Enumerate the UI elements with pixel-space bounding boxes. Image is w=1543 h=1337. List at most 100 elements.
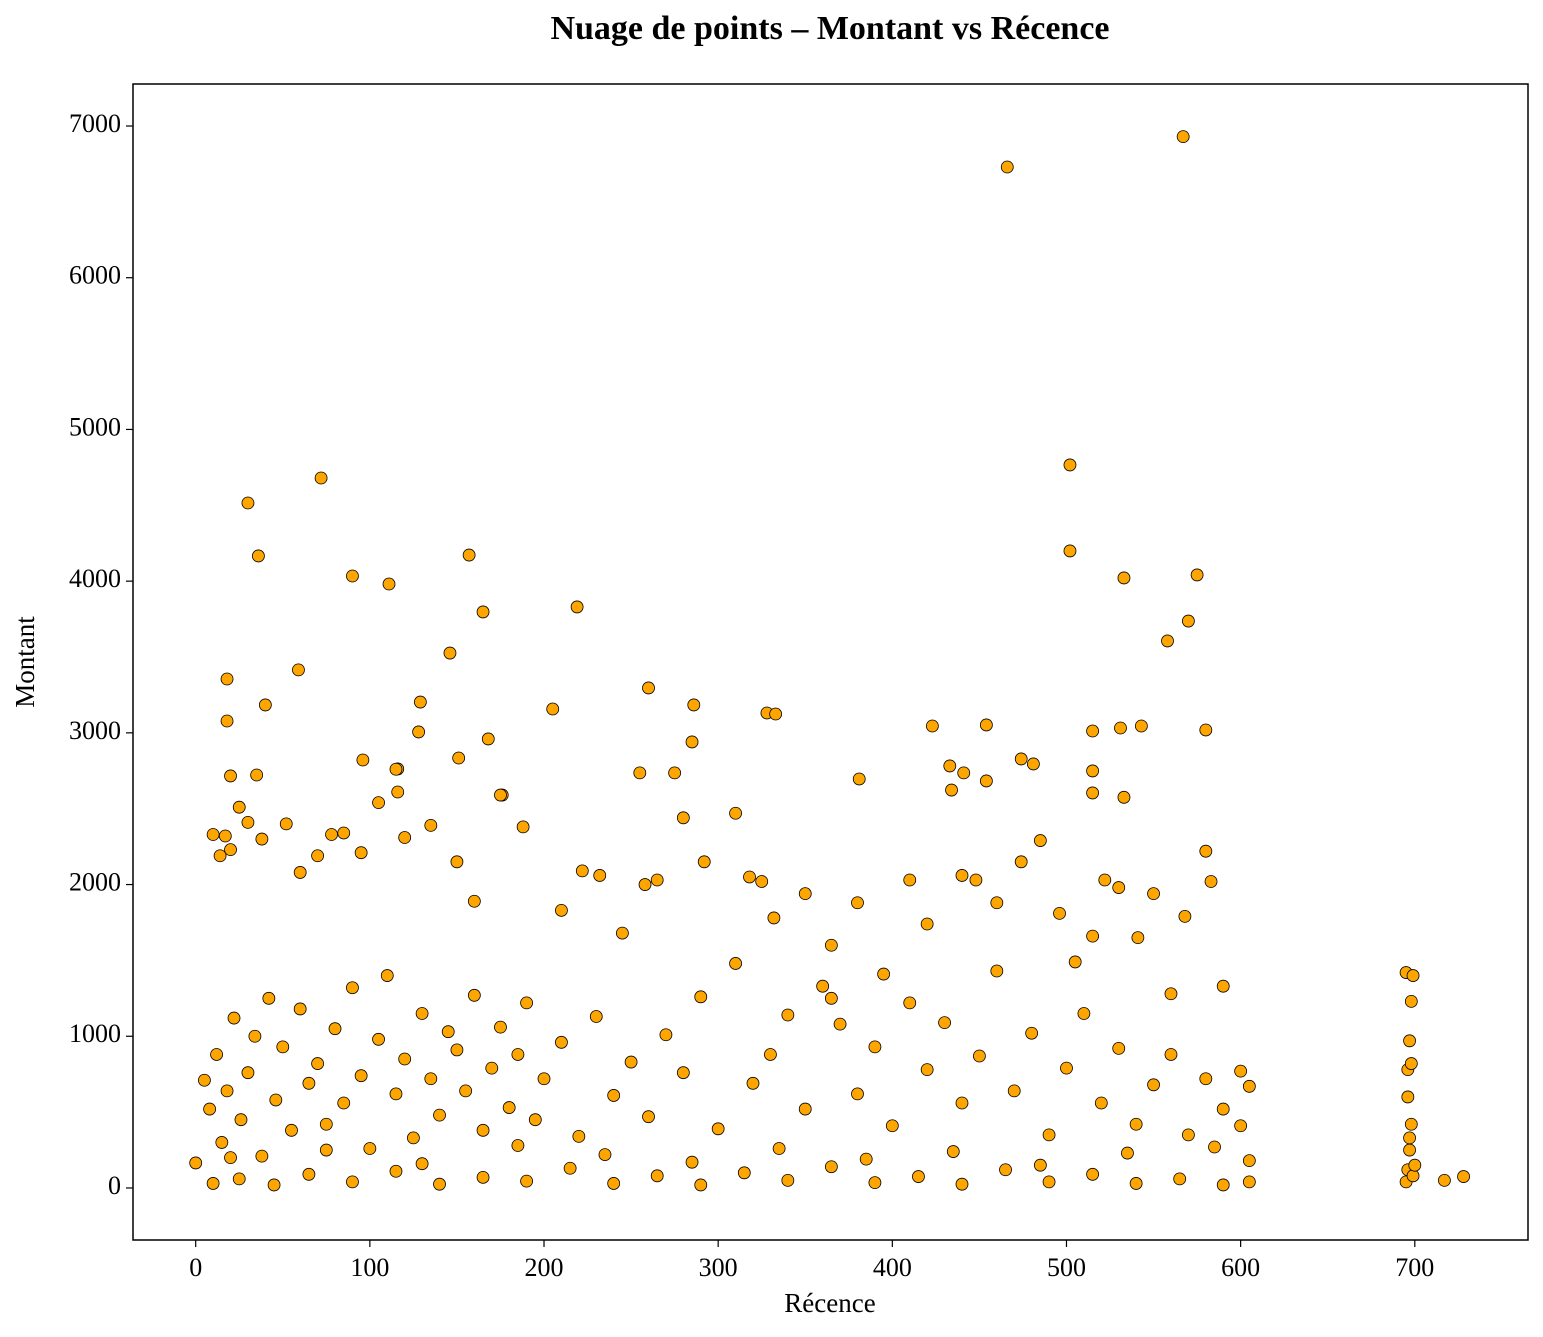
point: [990, 896, 1004, 910]
point: [250, 768, 264, 782]
point: [293, 866, 307, 879]
point: [1026, 757, 1040, 771]
point: [737, 1166, 751, 1180]
x-tick-label: 600: [1221, 1253, 1260, 1282]
point: [659, 1028, 673, 1042]
point: [382, 577, 396, 591]
point: [206, 1177, 220, 1190]
point: [481, 732, 495, 746]
point: [389, 1164, 403, 1178]
point: [1121, 1146, 1134, 1160]
point: [729, 806, 742, 820]
point: [1173, 1172, 1187, 1186]
point: [1406, 1169, 1420, 1183]
point: [279, 817, 293, 831]
point: [1216, 979, 1230, 993]
point: [520, 1174, 533, 1188]
point: [292, 663, 305, 677]
point: [642, 681, 655, 695]
point: [969, 873, 983, 887]
point: [920, 917, 934, 931]
point: [593, 869, 607, 882]
point: [494, 788, 507, 802]
point: [314, 471, 328, 485]
point: [607, 1177, 621, 1190]
point: [293, 1002, 307, 1016]
point: [511, 1048, 525, 1061]
point: [241, 815, 255, 829]
point: [851, 1087, 864, 1101]
point: [1007, 1084, 1021, 1098]
point: [676, 811, 690, 825]
point: [1033, 834, 1047, 847]
point: [220, 1084, 234, 1098]
point: [255, 832, 269, 846]
point: [346, 569, 359, 583]
point: [1117, 790, 1131, 804]
point: [781, 1173, 795, 1187]
point: [743, 870, 756, 884]
point: [234, 1113, 248, 1127]
point: [816, 979, 830, 993]
point: [1164, 987, 1178, 1001]
point: [1408, 1158, 1422, 1172]
point: [1176, 130, 1190, 144]
point: [694, 990, 708, 1004]
point: [485, 1061, 499, 1075]
point: [624, 1055, 638, 1069]
point: [676, 1066, 690, 1080]
point: [269, 1093, 283, 1107]
point: [979, 718, 993, 732]
point: [746, 1076, 760, 1090]
point: [903, 873, 917, 887]
point: [224, 1151, 237, 1165]
point: [868, 1040, 882, 1054]
point: [824, 938, 838, 952]
point: [1086, 786, 1100, 800]
point: [224, 843, 237, 857]
point: [380, 969, 394, 982]
point: [319, 1117, 333, 1131]
point: [1042, 1128, 1056, 1142]
point: [1234, 1064, 1248, 1078]
point: [1216, 1178, 1230, 1192]
point: [251, 549, 265, 563]
point: [570, 600, 584, 614]
point: [459, 1084, 473, 1098]
point: [1112, 881, 1126, 894]
point: [354, 1069, 368, 1083]
x-tick-label: 500: [1047, 1253, 1086, 1282]
point: [1094, 1096, 1108, 1110]
point: [1242, 1079, 1256, 1093]
point: [389, 762, 403, 776]
point: [1404, 1057, 1418, 1070]
point: [424, 818, 438, 832]
point: [346, 1175, 359, 1189]
point: [572, 1129, 586, 1143]
point: [1129, 1177, 1143, 1190]
point: [1134, 719, 1148, 733]
point: [798, 1102, 812, 1116]
x-axis-label: Récence: [784, 1288, 875, 1318]
point: [868, 1176, 882, 1190]
point: [1114, 721, 1127, 735]
y-axis-label: Montant: [10, 616, 40, 708]
point: [450, 855, 464, 869]
point: [262, 991, 276, 1005]
point: [575, 864, 589, 878]
point: [912, 1170, 925, 1183]
point: [685, 735, 699, 749]
point: [1242, 1175, 1256, 1189]
point: [1403, 1131, 1416, 1145]
point: [1014, 752, 1028, 766]
point: [1129, 1117, 1143, 1131]
point: [494, 1020, 507, 1034]
point: [241, 496, 255, 510]
point: [224, 769, 237, 783]
point: [798, 887, 812, 901]
point: [1181, 614, 1195, 628]
y-tick-label: 0: [108, 1171, 121, 1200]
point: [389, 1087, 403, 1101]
point: [502, 1101, 516, 1114]
point: [668, 766, 682, 780]
